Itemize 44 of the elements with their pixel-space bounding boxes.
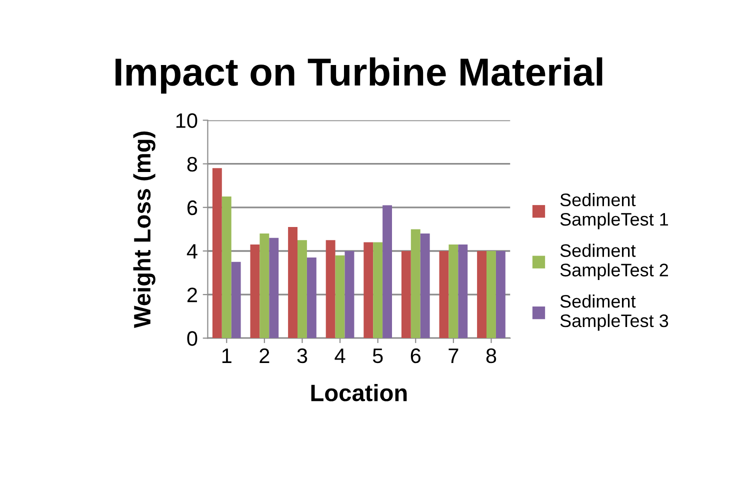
- y-axis-title: Weight Loss (mg): [133, 132, 156, 328]
- y-tick-label: 0: [187, 331, 198, 346]
- x-tick-label: 7: [448, 348, 458, 363]
- legend-label: Sediment SampleTest 1: [560, 193, 668, 230]
- y-tick-label: 8: [187, 156, 198, 172]
- bar: [288, 227, 298, 338]
- bar: [410, 229, 420, 338]
- bar: [486, 250, 496, 338]
- x-tick-label: 3: [297, 348, 308, 364]
- bar: [326, 240, 336, 338]
- bar: [448, 244, 458, 338]
- bar: [222, 196, 232, 338]
- chart-title: Impact on Turbine Material: [116, 57, 602, 94]
- legend-label: Sediment SampleTest 3: [560, 294, 668, 331]
- bar: [306, 258, 316, 338]
- y-tick-label: 4: [186, 244, 198, 259]
- x-tick-label: 4: [334, 348, 346, 363]
- x-tick-label: 1: [222, 348, 232, 363]
- bar: [250, 244, 260, 338]
- bar: [212, 168, 222, 338]
- bar: [364, 242, 374, 338]
- bar: [335, 255, 345, 338]
- x-axis-title: Location: [311, 384, 407, 402]
- bar: [344, 250, 354, 338]
- bar: [420, 234, 430, 338]
- x-tick-label: 8: [486, 348, 496, 364]
- bar: [477, 250, 487, 338]
- bar: [458, 244, 468, 338]
- x-tick-label: 2: [260, 348, 270, 363]
- bar: [231, 262, 241, 338]
- bar: [269, 238, 279, 338]
- y-tick-label: 2: [187, 288, 197, 302]
- bar: [401, 250, 411, 338]
- y-tick-label: 6: [187, 200, 198, 216]
- bar: [382, 205, 392, 338]
- bar: [496, 250, 506, 338]
- bar: [439, 250, 449, 338]
- bar: [298, 240, 307, 338]
- bar: [373, 242, 383, 338]
- bar: [260, 234, 270, 338]
- x-tick-label: 6: [410, 348, 421, 364]
- legend-label: Sediment SampleTest 2: [560, 244, 668, 280]
- x-tick-label: 5: [372, 348, 383, 364]
- y-tick-label: 10: [176, 113, 198, 128]
